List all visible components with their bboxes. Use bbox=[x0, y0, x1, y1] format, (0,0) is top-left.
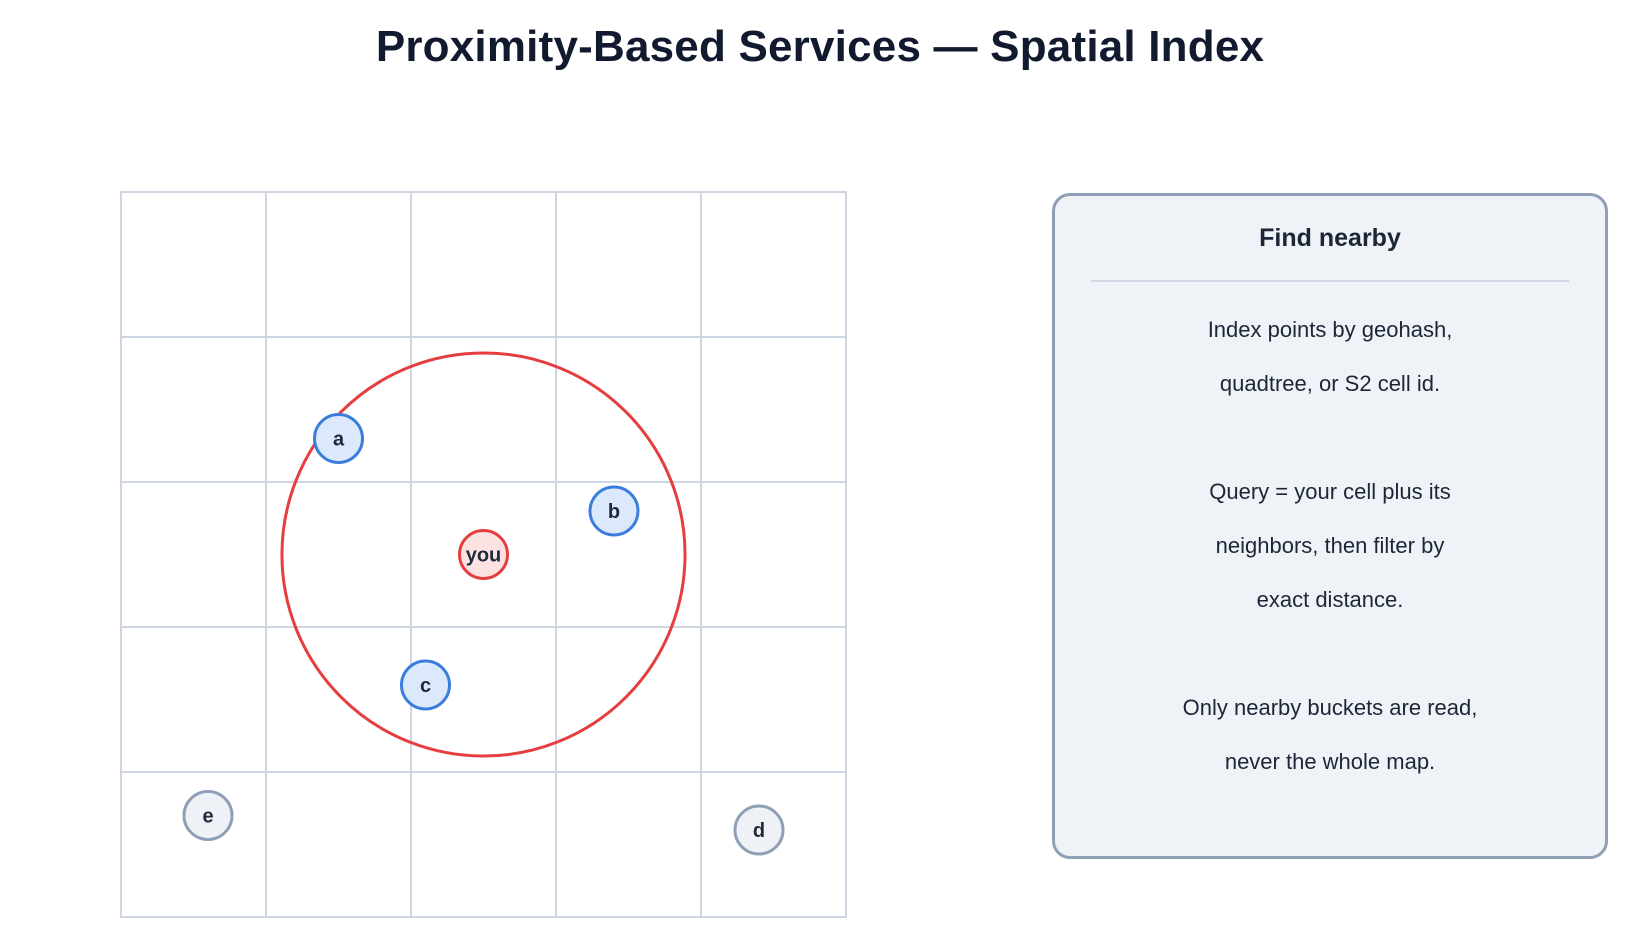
grid-border bbox=[120, 191, 847, 918]
query-point-you: you bbox=[458, 529, 509, 580]
point-b-marker bbox=[588, 485, 640, 537]
panel-body: Index points by geohash, quadtree, or S2 … bbox=[1055, 303, 1605, 789]
query-point-you-marker bbox=[458, 529, 509, 580]
panel-text-line: Only nearby buckets are read, bbox=[1182, 695, 1478, 720]
panel-title: Find nearby bbox=[1259, 224, 1401, 252]
panel-text-line: never the whole map. bbox=[1224, 749, 1436, 774]
query-point-you-label: you bbox=[466, 545, 502, 567]
point-e-marker bbox=[182, 790, 234, 841]
point-c-marker bbox=[400, 659, 451, 711]
point-b: b bbox=[588, 485, 640, 537]
panel-text-line: Query = your cell plus its bbox=[1209, 479, 1451, 504]
point-e: e bbox=[182, 790, 234, 841]
panel-text-line: exact distance. bbox=[1256, 587, 1404, 612]
panel-spacer bbox=[1055, 411, 1605, 465]
point-b-label: b bbox=[608, 501, 620, 523]
info-panel: Find nearby Index points by geohash, quad… bbox=[1052, 193, 1608, 859]
grid bbox=[120, 191, 847, 918]
point-a: a bbox=[313, 413, 364, 464]
point-d-marker bbox=[733, 804, 785, 856]
page-title: Proximity-Based Services — Spatial Index bbox=[375, 22, 1265, 71]
points: a b c d e you bbox=[182, 413, 785, 856]
point-d: d bbox=[733, 804, 785, 856]
point-d-label: d bbox=[753, 820, 765, 842]
search-radius bbox=[280, 351, 687, 758]
point-c-label: c bbox=[420, 675, 431, 697]
point-e-label: e bbox=[202, 806, 213, 828]
panel-divider bbox=[1091, 280, 1569, 282]
point-c: c bbox=[400, 659, 451, 711]
panel-spacer bbox=[1055, 627, 1605, 681]
panel-text-line: quadtree, or S2 cell id. bbox=[1219, 371, 1441, 396]
point-a-marker bbox=[313, 413, 364, 464]
search-radius-circle bbox=[280, 351, 687, 758]
panel-text-line: Index points by geohash, bbox=[1207, 317, 1453, 342]
panel-text-line: neighbors, then filter by bbox=[1215, 533, 1445, 558]
point-a-label: a bbox=[333, 429, 345, 451]
